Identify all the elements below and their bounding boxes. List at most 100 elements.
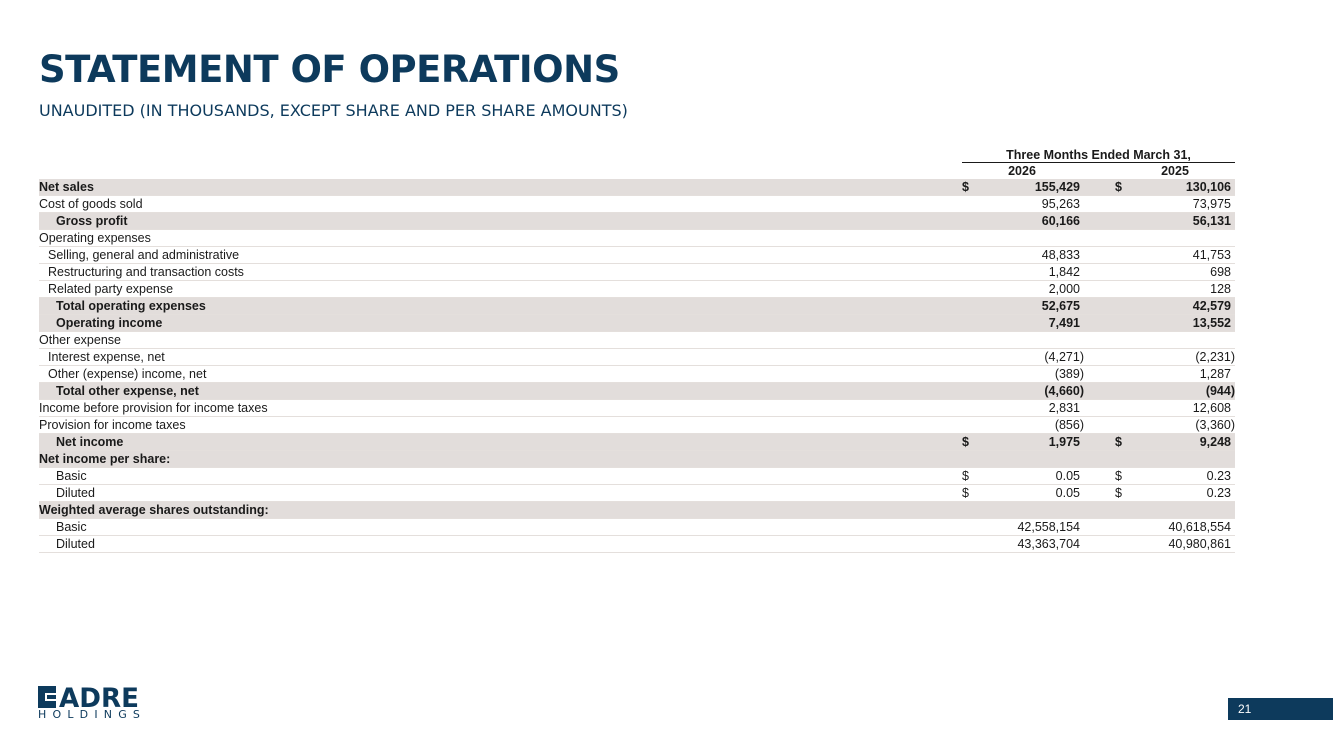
- row-cost-of-goods-sold: Cost of goods sold 95,263 73,975: [39, 196, 1235, 213]
- row-label: Gross profit: [56, 214, 128, 228]
- row-label: Other expense: [39, 333, 121, 347]
- row-net-sales: Net sales $ 155,429 $ 130,106: [39, 179, 1235, 196]
- cadre-holdings-logo: ADRE HOLDINGS: [38, 686, 148, 721]
- value-2025: 56,131: [1192, 214, 1231, 228]
- value-2025: 42,579: [1192, 299, 1231, 313]
- value-2025: 1,287: [1199, 367, 1231, 381]
- value-2026: 2,831: [1048, 401, 1080, 415]
- row-operating-income: Operating income 7,491 13,552: [39, 315, 1235, 332]
- row-label: Operating income: [56, 316, 163, 330]
- currency-symbol: $: [962, 486, 969, 500]
- year-2025-header: 2025: [1161, 164, 1189, 178]
- value-2026: (4,271): [1044, 350, 1084, 364]
- value-2025: 40,618,554: [1168, 520, 1231, 534]
- row-label: Provision for income taxes: [39, 418, 186, 432]
- value-2025: 40,980,861: [1168, 537, 1231, 551]
- row-label: Net income: [56, 435, 124, 449]
- value-2026: 1,975: [1048, 435, 1080, 449]
- row-income-before-taxes: Income before provision for income taxes…: [39, 400, 1235, 417]
- row-net-income: Net income $ 1,975 $ 9,248: [39, 434, 1235, 451]
- value-2025: 9,248: [1199, 435, 1231, 449]
- row-label: Selling, general and administrative: [48, 248, 240, 262]
- row-interest-expense: Interest expense, net (4,271) (2,231): [39, 349, 1235, 366]
- value-2026: 155,429: [1034, 180, 1080, 194]
- value-2025: 0.23: [1206, 486, 1231, 500]
- row-label: Interest expense, net: [48, 350, 165, 364]
- currency-symbol: $: [1115, 435, 1122, 449]
- row-label: Net income per share:: [39, 452, 171, 466]
- row-label: Total operating expenses: [56, 299, 206, 313]
- currency-symbol: $: [1115, 486, 1122, 500]
- value-2026: 2,000: [1048, 282, 1080, 296]
- row-weighted-shares-heading: Weighted average shares outstanding:: [39, 502, 1235, 519]
- row-sga: Selling, general and administrative 48,8…: [39, 247, 1235, 264]
- value-2025: 128: [1210, 282, 1231, 296]
- value-2025: 12,608: [1192, 401, 1231, 415]
- currency-symbol: $: [962, 180, 969, 194]
- row-total-operating-expenses: Total operating expenses 52,675 42,579: [39, 298, 1235, 315]
- row-restructuring: Restructuring and transaction costs 1,84…: [39, 264, 1235, 281]
- value-2025: 13,552: [1192, 316, 1231, 330]
- value-2026: 48,833: [1041, 248, 1080, 262]
- row-shares-basic: Basic 42,558,154 40,618,554: [39, 519, 1235, 536]
- row-eps-basic: Basic $ 0.05 $ 0.23: [39, 468, 1235, 485]
- currency-symbol: $: [962, 469, 969, 483]
- value-2026: 42,558,154: [1017, 520, 1080, 534]
- value-2025: 73,975: [1192, 197, 1231, 211]
- row-label: Total other expense, net: [56, 384, 199, 398]
- row-label: Basic: [56, 520, 87, 534]
- row-provision-taxes: Provision for income taxes (856) (3,360): [39, 417, 1235, 434]
- value-2026: 1,842: [1048, 265, 1080, 279]
- page-title: STATEMENT OF OPERATIONS: [39, 48, 620, 91]
- value-2026: 52,675: [1041, 299, 1080, 313]
- page-number-badge: 21: [1228, 698, 1333, 720]
- row-related-party: Related party expense 2,000 128: [39, 281, 1235, 298]
- year-2026-header: 2026: [1008, 164, 1036, 178]
- value-2025: 0.23: [1206, 469, 1231, 483]
- period-header: Three Months Ended March 31,: [962, 148, 1235, 163]
- page-subtitle: UNAUDITED (IN THOUSANDS, EXCEPT SHARE AN…: [39, 101, 628, 120]
- value-2026: 95,263: [1041, 197, 1080, 211]
- row-other-income: Other (expense) income, net (389) 1,287: [39, 366, 1235, 383]
- row-label: Weighted average shares outstanding:: [39, 503, 269, 517]
- cadre-logo-mark: ADRE: [38, 686, 139, 708]
- value-2025: 41,753: [1192, 248, 1231, 262]
- page-number: 21: [1238, 702, 1252, 716]
- currency-symbol: $: [962, 435, 969, 449]
- logo-wordmark: ADRE: [59, 686, 139, 708]
- value-2025: (2,231): [1195, 350, 1235, 364]
- row-net-income-per-share-heading: Net income per share:: [39, 451, 1235, 468]
- row-operating-expenses-heading: Operating expenses: [39, 230, 1235, 247]
- value-2025: (3,360): [1195, 418, 1235, 432]
- row-label: Diluted: [56, 537, 95, 551]
- value-2026: 60,166: [1041, 214, 1080, 228]
- value-2026: 0.05: [1055, 469, 1080, 483]
- row-label: Diluted: [56, 486, 95, 500]
- row-total-other-expense: Total other expense, net (4,660) (944): [39, 383, 1235, 400]
- row-other-expense-heading: Other expense: [39, 332, 1235, 349]
- currency-symbol: $: [1115, 180, 1122, 194]
- row-label: Other (expense) income, net: [48, 367, 207, 381]
- currency-symbol: $: [1115, 469, 1122, 483]
- value-2026: 0.05: [1055, 486, 1080, 500]
- value-2025: (944): [1205, 384, 1235, 398]
- row-label: Basic: [56, 469, 87, 483]
- value-2026: 7,491: [1048, 316, 1080, 330]
- value-2025: 698: [1210, 265, 1231, 279]
- value-2026: (389): [1054, 367, 1084, 381]
- value-2026: 43,363,704: [1017, 537, 1080, 551]
- row-label: Income before provision for income taxes: [39, 401, 268, 415]
- value-2025: 130,106: [1185, 180, 1231, 194]
- row-label: Related party expense: [48, 282, 174, 296]
- row-shares-diluted: Diluted 43,363,704 40,980,861: [39, 536, 1235, 553]
- row-label: Restructuring and transaction costs: [48, 265, 244, 279]
- row-gross-profit: Gross profit 60,166 56,131: [39, 213, 1235, 230]
- value-2026: (856): [1054, 418, 1084, 432]
- logo-holdings-text: HOLDINGS: [38, 708, 147, 721]
- row-label: Net sales: [39, 180, 94, 194]
- value-2026: (4,660): [1044, 384, 1084, 398]
- row-label: Operating expenses: [39, 231, 151, 245]
- row-label: Cost of goods sold: [39, 197, 143, 211]
- row-eps-diluted: Diluted $ 0.05 $ 0.23: [39, 485, 1235, 502]
- statement-rows: Net sales $ 155,429 $ 130,106 Cost of go…: [39, 179, 1235, 553]
